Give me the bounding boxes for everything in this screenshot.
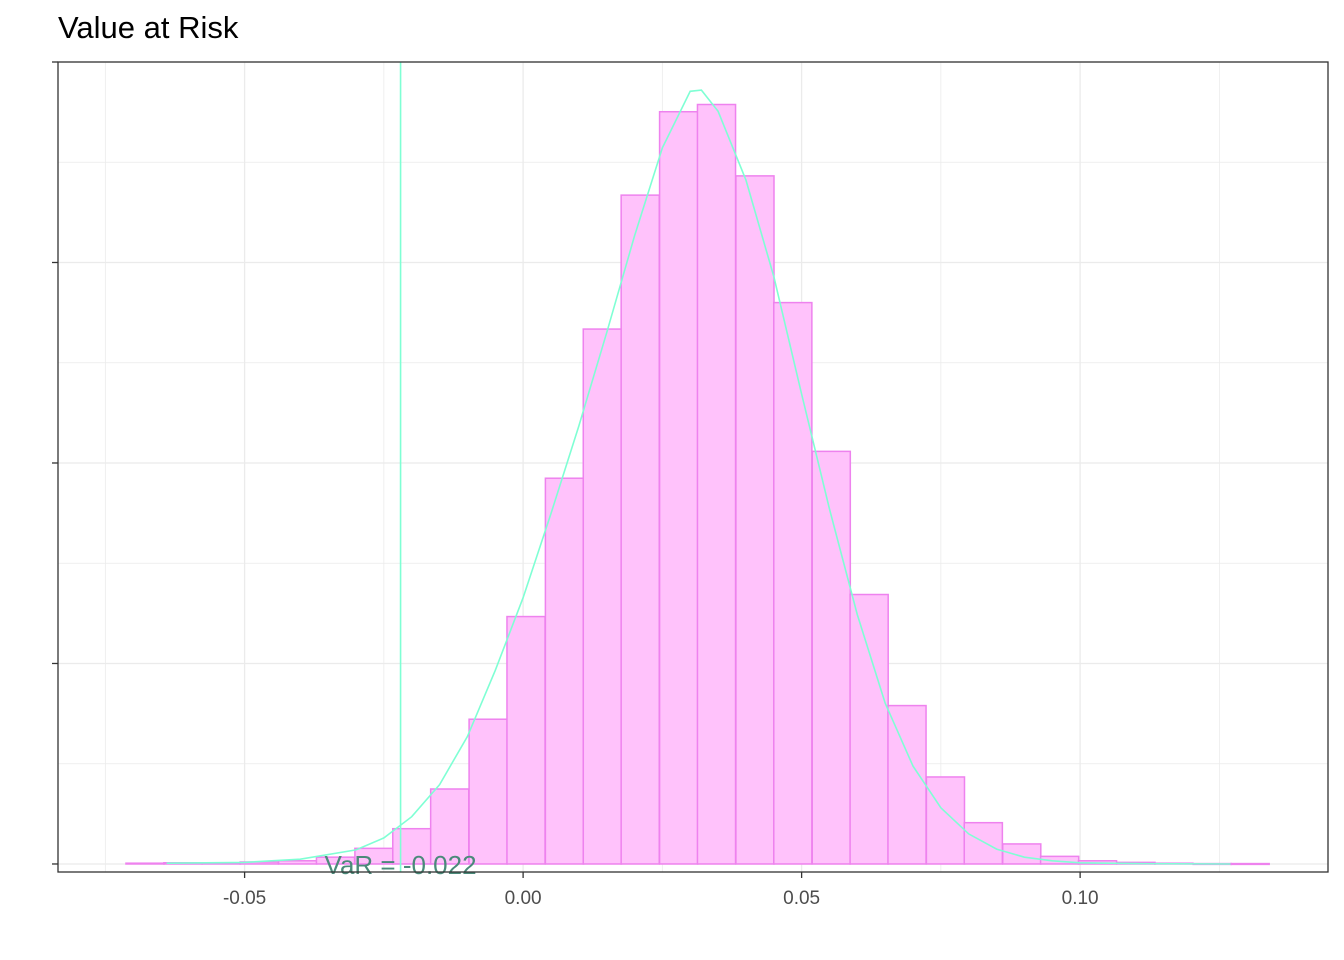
histogram-bar (392, 827, 432, 865)
axes: -0.05 0.00 0.05 0.10 (52, 61, 1099, 909)
histogram-bars (125, 103, 1270, 866)
histogram-bar (125, 862, 165, 865)
var-marker: VaR = -0.022 (325, 62, 477, 880)
histogram-bar (887, 704, 927, 865)
var-label: VaR = -0.022 (325, 850, 477, 880)
histogram-bar (696, 103, 737, 865)
histogram-bar (963, 821, 1004, 865)
histogram-bar (429, 788, 470, 865)
x-tick-label: 0.00 (505, 888, 542, 909)
chart-title: Value at Risk (58, 10, 239, 45)
histogram-bar (811, 450, 852, 865)
density-curve-layer (166, 89, 1231, 865)
x-tick-label: -0.05 (223, 888, 266, 909)
histogram-bar (849, 593, 889, 865)
histogram-bar (582, 328, 623, 865)
histogram-bar (506, 615, 546, 865)
histogram-bar (735, 175, 775, 865)
histogram-bar (620, 194, 660, 865)
density-curve (166, 89, 1231, 865)
histogram-bar (1001, 843, 1042, 865)
histogram-bar (658, 110, 699, 865)
histogram-bar (544, 477, 585, 865)
histogram-bar (925, 776, 966, 865)
histogram-bar (773, 301, 813, 865)
histogram-bar (1230, 862, 1270, 866)
x-tick-label: 0.05 (783, 888, 820, 909)
histogram-bar (277, 860, 318, 865)
x-tick-label: 0.10 (1062, 888, 1099, 909)
plot-panel-border (57, 61, 1329, 873)
histogram-bar (468, 718, 508, 865)
